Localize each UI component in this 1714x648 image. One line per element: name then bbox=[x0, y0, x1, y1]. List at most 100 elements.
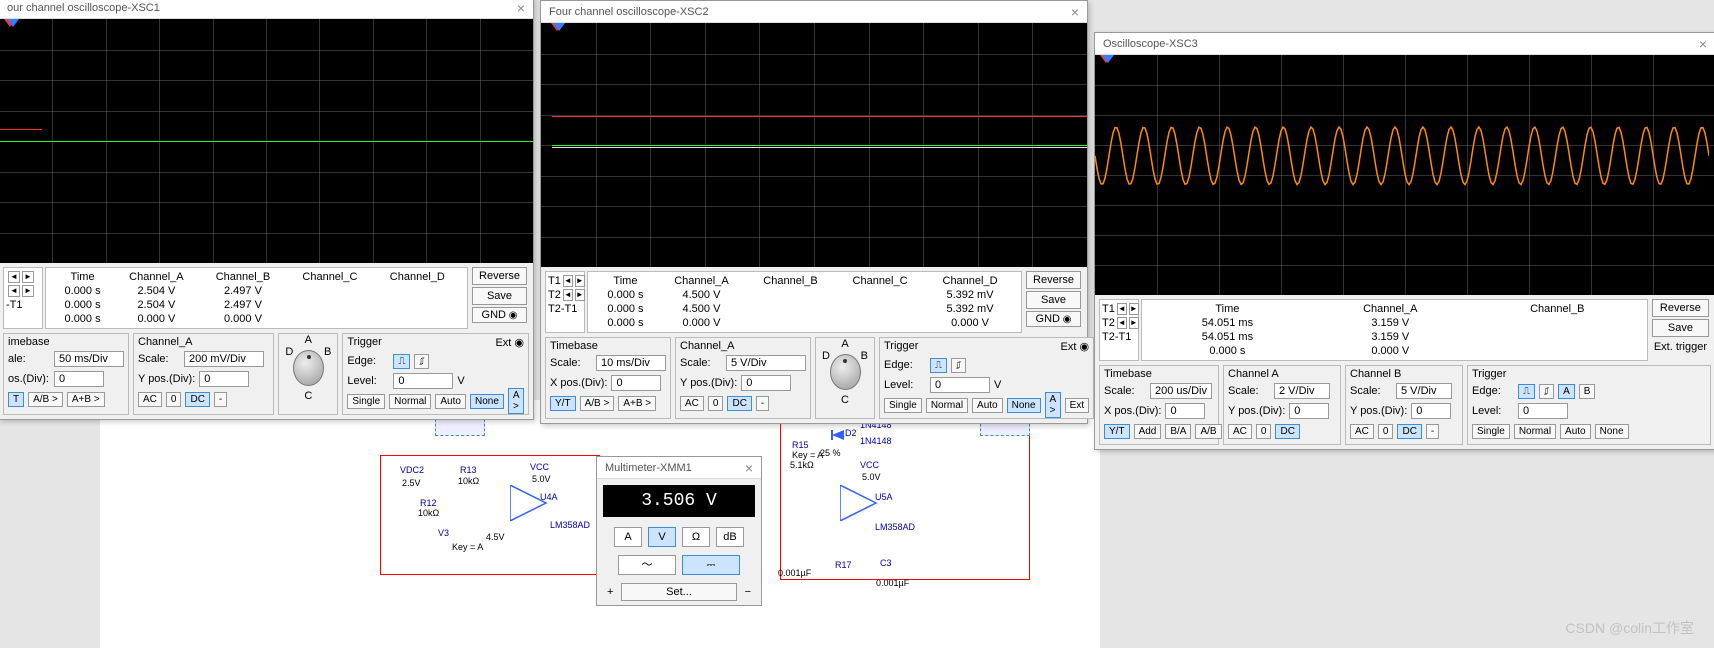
edge-rise-icon[interactable]: ⎍ bbox=[1518, 384, 1535, 399]
volts-button[interactable]: V bbox=[648, 527, 676, 547]
reverse-button[interactable]: Reverse bbox=[1026, 271, 1081, 289]
timebase-scale-input[interactable] bbox=[596, 355, 666, 371]
dc-mode-button[interactable]: ⎓ bbox=[682, 555, 740, 575]
ba-button[interactable]: B/A bbox=[1165, 424, 1191, 439]
ab-button[interactable]: A/B > bbox=[580, 396, 615, 411]
ch-a-button[interactable]: A > bbox=[508, 388, 524, 414]
ac-button[interactable]: AC bbox=[1350, 424, 1374, 439]
titlebar[interactable]: our channel oscilloscope-XSC1 × bbox=[0, 0, 533, 19]
cursor-right-icon[interactable]: ► bbox=[22, 285, 34, 297]
edge-fall-icon[interactable]: ⎎ bbox=[951, 358, 966, 373]
close-icon[interactable]: × bbox=[1071, 4, 1079, 20]
ypos-input[interactable] bbox=[741, 375, 791, 391]
cursor-left-icon[interactable]: ◄ bbox=[1117, 303, 1127, 315]
normal-button[interactable]: Normal bbox=[389, 394, 431, 409]
dc-button[interactable]: DC bbox=[1275, 424, 1299, 439]
zero-button[interactable]: 0 bbox=[166, 392, 182, 407]
level-input[interactable] bbox=[393, 373, 453, 389]
level-input[interactable] bbox=[1518, 403, 1568, 419]
dash-button[interactable]: - bbox=[756, 396, 769, 411]
zero-button[interactable]: 0 bbox=[1256, 424, 1272, 439]
single-button[interactable]: Single bbox=[1472, 424, 1510, 439]
ab-button[interactable]: A/B > bbox=[28, 392, 63, 407]
cursor-right-icon[interactable]: ► bbox=[1129, 317, 1139, 329]
ac-button[interactable]: AC bbox=[138, 392, 162, 407]
ch-scale-input[interactable] bbox=[184, 351, 264, 367]
yt-button[interactable]: Y/T bbox=[1104, 424, 1130, 439]
ch-scale-input[interactable] bbox=[726, 355, 806, 371]
xpos-input[interactable] bbox=[611, 375, 661, 391]
single-button[interactable]: Single bbox=[347, 394, 385, 409]
chb-ypos-input[interactable] bbox=[1411, 403, 1451, 419]
ac-mode-button[interactable]: 〜 bbox=[618, 555, 676, 575]
save-button[interactable]: Save bbox=[472, 287, 527, 305]
dc-button[interactable]: DC bbox=[727, 396, 751, 411]
ch-a-button[interactable]: A > bbox=[1045, 392, 1061, 418]
edge-fall-icon[interactable]: ⎎ bbox=[414, 354, 429, 369]
titlebar[interactable]: Oscilloscope-XSC3 × bbox=[1095, 33, 1714, 55]
dash-button[interactable]: - bbox=[214, 392, 227, 407]
edge-rise-icon[interactable]: ⎍ bbox=[930, 358, 947, 373]
cha-scale-input[interactable] bbox=[1274, 383, 1330, 399]
none-button[interactable]: None bbox=[1007, 398, 1041, 413]
cursor-left-icon[interactable]: ◄ bbox=[1117, 317, 1127, 329]
zero-button[interactable]: 0 bbox=[708, 396, 724, 411]
cursor-left-icon[interactable]: ◄ bbox=[8, 271, 20, 283]
scope-display[interactable] bbox=[1095, 55, 1714, 295]
cursor-right-icon[interactable]: ► bbox=[22, 271, 34, 283]
chb-scale-input[interactable] bbox=[1396, 383, 1452, 399]
amps-button[interactable]: A bbox=[614, 527, 642, 547]
cursor-right-icon[interactable]: ► bbox=[575, 289, 585, 301]
trig-a-button[interactable]: A bbox=[1558, 384, 1575, 399]
cursor-left-icon[interactable]: ◄ bbox=[563, 289, 573, 301]
yt-button[interactable]: Y/T bbox=[550, 396, 576, 411]
auto-button[interactable]: Auto bbox=[972, 398, 1003, 413]
ext-button[interactable]: Ext bbox=[1065, 398, 1089, 413]
zero-button[interactable]: 0 bbox=[1378, 424, 1394, 439]
save-button[interactable]: Save bbox=[1652, 319, 1709, 337]
close-icon[interactable]: × bbox=[745, 460, 753, 476]
db-button[interactable]: dB bbox=[716, 527, 744, 547]
cursor-left-icon[interactable]: ◄ bbox=[8, 285, 20, 297]
level-input[interactable] bbox=[930, 377, 990, 393]
apb-button[interactable]: A+B > bbox=[618, 396, 656, 411]
timebase-scale-input[interactable] bbox=[1150, 383, 1212, 399]
xpos-input[interactable] bbox=[1165, 403, 1205, 419]
ab-button[interactable]: A/B bbox=[1195, 424, 1221, 439]
auto-button[interactable]: Auto bbox=[1560, 424, 1591, 439]
auto-button[interactable]: Auto bbox=[435, 394, 466, 409]
titlebar[interactable]: Multimeter-XMM1 × bbox=[597, 457, 761, 479]
reverse-button[interactable]: Reverse bbox=[1652, 299, 1709, 317]
cursor-right-icon[interactable]: ► bbox=[575, 275, 585, 287]
xpos-input[interactable] bbox=[54, 371, 104, 387]
scope-display[interactable] bbox=[541, 23, 1087, 267]
titlebar[interactable]: Four channel oscilloscope-XSC2 × bbox=[541, 1, 1087, 23]
apb-button[interactable]: A+B > bbox=[67, 392, 105, 407]
cursor-right-icon[interactable]: ► bbox=[1129, 303, 1139, 315]
trig-b-button[interactable]: B bbox=[1579, 384, 1596, 399]
close-icon[interactable]: × bbox=[1699, 36, 1707, 52]
cursor-left-icon[interactable]: ◄ bbox=[563, 275, 573, 287]
dc-button[interactable]: DC bbox=[185, 392, 209, 407]
normal-button[interactable]: Normal bbox=[1514, 424, 1556, 439]
ac-button[interactable]: AC bbox=[1228, 424, 1252, 439]
add-button[interactable]: Add bbox=[1134, 424, 1162, 439]
timebase-scale-input[interactable] bbox=[54, 351, 124, 367]
channel-knob[interactable] bbox=[293, 350, 324, 386]
dash-button[interactable]: - bbox=[1426, 424, 1439, 439]
single-button[interactable]: Single bbox=[884, 398, 922, 413]
edge-fall-icon[interactable]: ⎎ bbox=[1539, 384, 1554, 399]
scope-display[interactable] bbox=[0, 19, 533, 263]
save-button[interactable]: Save bbox=[1026, 291, 1081, 309]
gnd-button[interactable]: GND ◉ bbox=[472, 307, 527, 323]
dc-button[interactable]: DC bbox=[1397, 424, 1421, 439]
none-button[interactable]: None bbox=[1595, 424, 1629, 439]
gnd-button[interactable]: GND ◉ bbox=[1026, 311, 1081, 327]
set-button[interactable]: Set... bbox=[621, 583, 736, 601]
ac-button[interactable]: AC bbox=[680, 396, 704, 411]
close-icon[interactable]: × bbox=[517, 0, 525, 16]
yt-button[interactable]: T bbox=[8, 392, 24, 407]
ohms-button[interactable]: Ω bbox=[682, 527, 710, 547]
normal-button[interactable]: Normal bbox=[926, 398, 968, 413]
edge-rise-icon[interactable]: ⎍ bbox=[393, 354, 410, 369]
